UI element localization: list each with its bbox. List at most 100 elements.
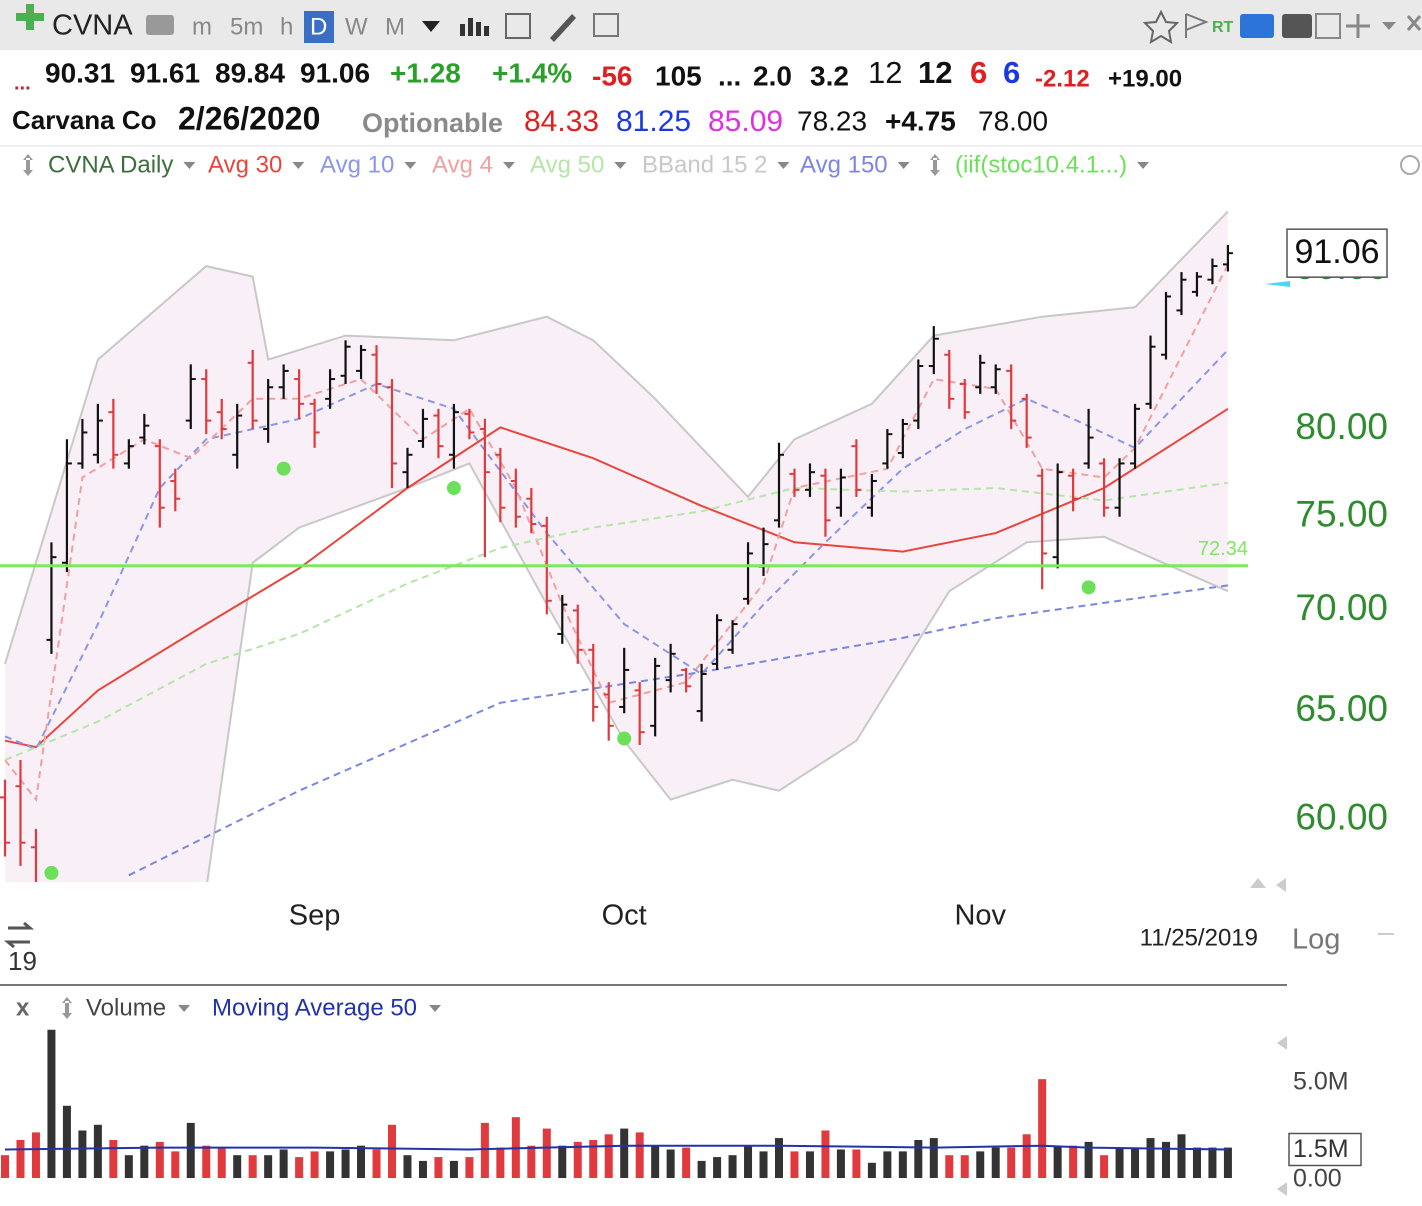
legend-dropdown (292, 162, 305, 169)
volume-bar (357, 1145, 366, 1178)
t-icon[interactable] (1282, 14, 1312, 38)
volume-bar (898, 1151, 907, 1178)
dropdown[interactable] (1382, 22, 1396, 30)
quote-field: 12 (918, 55, 952, 90)
volume-bar (233, 1155, 242, 1178)
scroll-arrow[interactable] (1276, 878, 1286, 892)
volume-bar (836, 1149, 845, 1178)
scroll-arrow[interactable] (1277, 1036, 1287, 1050)
interval[interactable]: h (280, 13, 293, 40)
band-fill (5, 211, 1228, 882)
legend-dropdown (1137, 162, 1150, 169)
draw-icon[interactable] (550, 14, 576, 42)
legend-entry[interactable]: BBand 15 2 (642, 151, 767, 178)
moving-average (4, 407, 1229, 749)
volume-bar (326, 1151, 335, 1178)
swap-icon[interactable] (3, 921, 35, 949)
volume-bar (202, 1145, 211, 1178)
close-icon[interactable] (1406, 15, 1422, 31)
volume-bar (991, 1147, 1000, 1178)
interval[interactable]: M (385, 13, 405, 40)
symbol[interactable]: CVNA (52, 10, 133, 42)
legend-dropdown (429, 1005, 442, 1012)
add-icon[interactable] (16, 4, 44, 30)
volume-bar (666, 1149, 675, 1178)
s-icon[interactable] (1240, 14, 1274, 38)
volume-bar (1084, 1141, 1093, 1178)
volume-bar (558, 1145, 567, 1178)
volume-bar (542, 1128, 551, 1178)
moving-average (4, 1144, 1228, 1151)
flag-icon[interactable] (1185, 13, 1209, 38)
legend-entry[interactable]: Avg 30 (208, 151, 282, 178)
interval[interactable]: W (345, 13, 368, 40)
volume-bar (186, 1122, 195, 1178)
interval[interactable]: 5m (230, 13, 263, 40)
quote-field: 91.06 (300, 57, 370, 88)
quote-field: 85.09 (708, 105, 783, 138)
interval[interactable]: D (310, 13, 327, 40)
star-icon[interactable] (1142, 9, 1180, 44)
x-tick-label: Oct (602, 900, 647, 932)
horizontal-line-label: 72.34 (1198, 538, 1248, 560)
volume-bar (341, 1149, 350, 1178)
scroll-arrow[interactable] (1277, 1182, 1287, 1196)
quote-field: 6 (1003, 55, 1020, 90)
quote-field: -2.12 (1035, 65, 1090, 92)
volume-bar (295, 1157, 304, 1178)
volume-bar (78, 1130, 87, 1178)
legend-dropdown (502, 162, 515, 169)
legend-entry[interactable]: Avg 4 (432, 151, 493, 178)
dropdown[interactable] (422, 21, 440, 32)
window-icon[interactable] (1315, 13, 1341, 39)
volume-bar (1022, 1134, 1031, 1178)
signal-dot (276, 461, 291, 476)
icon[interactable] (146, 15, 174, 35)
move-icon[interactable] (1346, 14, 1370, 38)
quote-row-1: ... 90.31 91.61 89.84 91.06 +1.28 +1.4% … (14, 55, 1182, 94)
y-tick-label: 0.00 (1293, 1165, 1342, 1193)
volume-bar (279, 1149, 288, 1178)
volume-bar (1007, 1147, 1016, 1178)
volume-bar (264, 1155, 273, 1178)
quote-field: +4.75 (885, 105, 956, 136)
volume-plot (1, 1029, 1232, 1178)
settings-icon[interactable] (1400, 155, 1420, 175)
volume-bar (47, 1029, 56, 1178)
volume-bar (1162, 1141, 1170, 1178)
interval[interactable]: m (192, 13, 212, 40)
quote-field: 78.23 (797, 105, 867, 136)
volume-bar (914, 1139, 923, 1178)
legend-entry[interactable]: Avg 50 (530, 151, 604, 178)
volume-bar (1, 1155, 9, 1178)
grid-icon[interactable] (505, 13, 531, 39)
rt-label[interactable]: RT (1212, 19, 1234, 36)
legend-dropdown (897, 162, 910, 169)
quote-field: +1.4% (492, 57, 572, 88)
volume-bar (1208, 1147, 1217, 1178)
volume-bar (1146, 1138, 1155, 1178)
legend-entry[interactable]: (iif(stoc10.4.1...) (955, 151, 1127, 178)
legend-handle (62, 997, 72, 1019)
legend-entry[interactable]: Avg 10 (320, 151, 394, 178)
note-icon[interactable] (593, 13, 619, 37)
legend-entry[interactable]: CVNA Daily (48, 151, 173, 178)
scroll-arrow[interactable] (1250, 878, 1266, 888)
quote-field: 90.31 (45, 57, 115, 88)
legend-dropdown (404, 162, 417, 169)
quote-field: 6 (970, 55, 987, 90)
volume-bar (1069, 1145, 1078, 1178)
quote-field: Optionable (362, 108, 503, 138)
signal-dot (1081, 580, 1096, 595)
signal-dot (617, 731, 632, 746)
signal-dot (446, 481, 461, 496)
volume-bar (1223, 1147, 1232, 1178)
volume-bar (821, 1130, 830, 1178)
volume-bar (155, 1141, 164, 1178)
toolbar: CVNA m 5m h D W M RT (0, 0, 1422, 50)
chart-type-icon[interactable] (460, 18, 489, 36)
volume-bar (31, 1132, 40, 1178)
legend-entry[interactable]: Avg 150 (800, 151, 888, 178)
legend-dropdown (178, 1005, 191, 1012)
moving-average (4, 349, 1229, 751)
